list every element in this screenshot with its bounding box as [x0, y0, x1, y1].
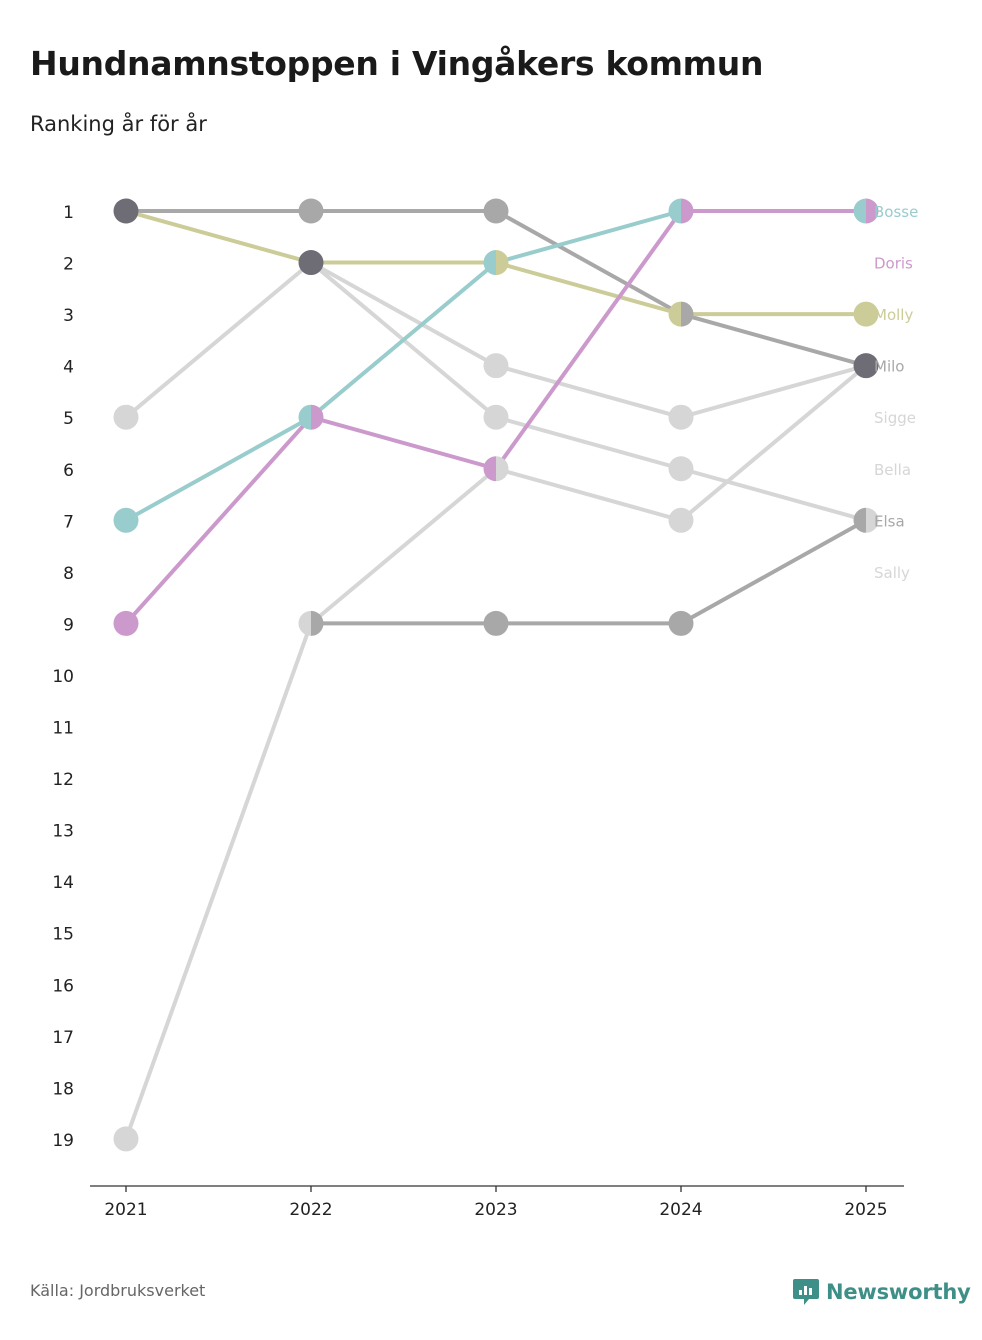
data-point [298, 404, 324, 430]
y-tick-label: 2 [63, 255, 74, 275]
chart-subtitle: Ranking år för år [30, 112, 207, 136]
y-tick-label: 17 [52, 1028, 74, 1048]
data-point [483, 250, 509, 276]
y-tick-label: 4 [63, 358, 74, 378]
x-tick-label: 2021 [104, 1200, 147, 1220]
newsworthy-logo-icon [793, 1279, 819, 1305]
y-tick-label: 6 [63, 461, 74, 481]
brand-name: Newsworthy [826, 1280, 971, 1304]
y-tick-label: 12 [52, 770, 74, 790]
y-tick-label: 7 [63, 512, 74, 532]
data-point [483, 353, 509, 379]
chart-title: Hundnamnstoppen i Vingåkers kommun [30, 44, 764, 83]
data-point [113, 198, 139, 224]
series-line-bella [124, 260, 868, 420]
data-point [668, 404, 694, 430]
series-label-elsa: Elsa [874, 512, 905, 530]
data-point [113, 610, 139, 636]
data-point [483, 404, 509, 430]
newsworthy-logo: Newsworthy [792, 1277, 971, 1307]
data-point [298, 250, 324, 276]
series-label-bosse: Bosse [874, 203, 918, 221]
data-point [853, 198, 879, 224]
data-point [113, 1126, 139, 1152]
source-note: Källa: Jordbruksverket [30, 1281, 206, 1300]
data-point [113, 404, 139, 430]
data-point [483, 456, 509, 482]
series-label-bella: Bella [874, 461, 911, 479]
series-line-sigge [124, 363, 868, 1141]
x-tick-label: 2024 [659, 1200, 702, 1220]
x-tick-label: 2025 [844, 1200, 887, 1220]
series-label-milo: Milo [874, 358, 904, 376]
y-tick-label: 1 [63, 203, 74, 223]
series-label-sally: Sally [874, 564, 910, 582]
data-point [668, 456, 694, 482]
data-point [668, 610, 694, 636]
series-label-doris: Doris [874, 255, 913, 273]
y-tick-label: 8 [63, 564, 74, 584]
y-tick-label: 15 [52, 925, 74, 945]
series-line-elsa [309, 518, 868, 626]
data-point [298, 198, 324, 224]
y-tick-label: 18 [52, 1079, 74, 1099]
data-point [668, 507, 694, 533]
y-tick-label: 16 [52, 976, 74, 996]
data-point [483, 198, 509, 224]
x-tick-label: 2022 [289, 1200, 332, 1220]
y-tick-label: 13 [52, 822, 74, 842]
series-label-sigge: Sigge [874, 409, 916, 427]
data-point [853, 301, 879, 327]
data-point [853, 507, 879, 533]
data-point [668, 301, 694, 327]
y-tick-label: 11 [52, 719, 74, 739]
data-point [668, 198, 694, 224]
y-tick-label: 19 [52, 1131, 74, 1151]
data-point [853, 353, 879, 379]
data-point [483, 610, 509, 636]
series-line-milo [124, 209, 868, 368]
data-point [113, 507, 139, 533]
y-tick-label: 14 [52, 873, 74, 893]
y-tick-label: 9 [63, 615, 74, 635]
series-label-molly: Molly [874, 306, 913, 324]
y-tick-label: 5 [63, 409, 74, 429]
y-tick-label: 3 [63, 306, 74, 326]
y-tick-label: 10 [52, 667, 74, 687]
data-point [298, 610, 324, 636]
x-tick-label: 2023 [474, 1200, 517, 1220]
